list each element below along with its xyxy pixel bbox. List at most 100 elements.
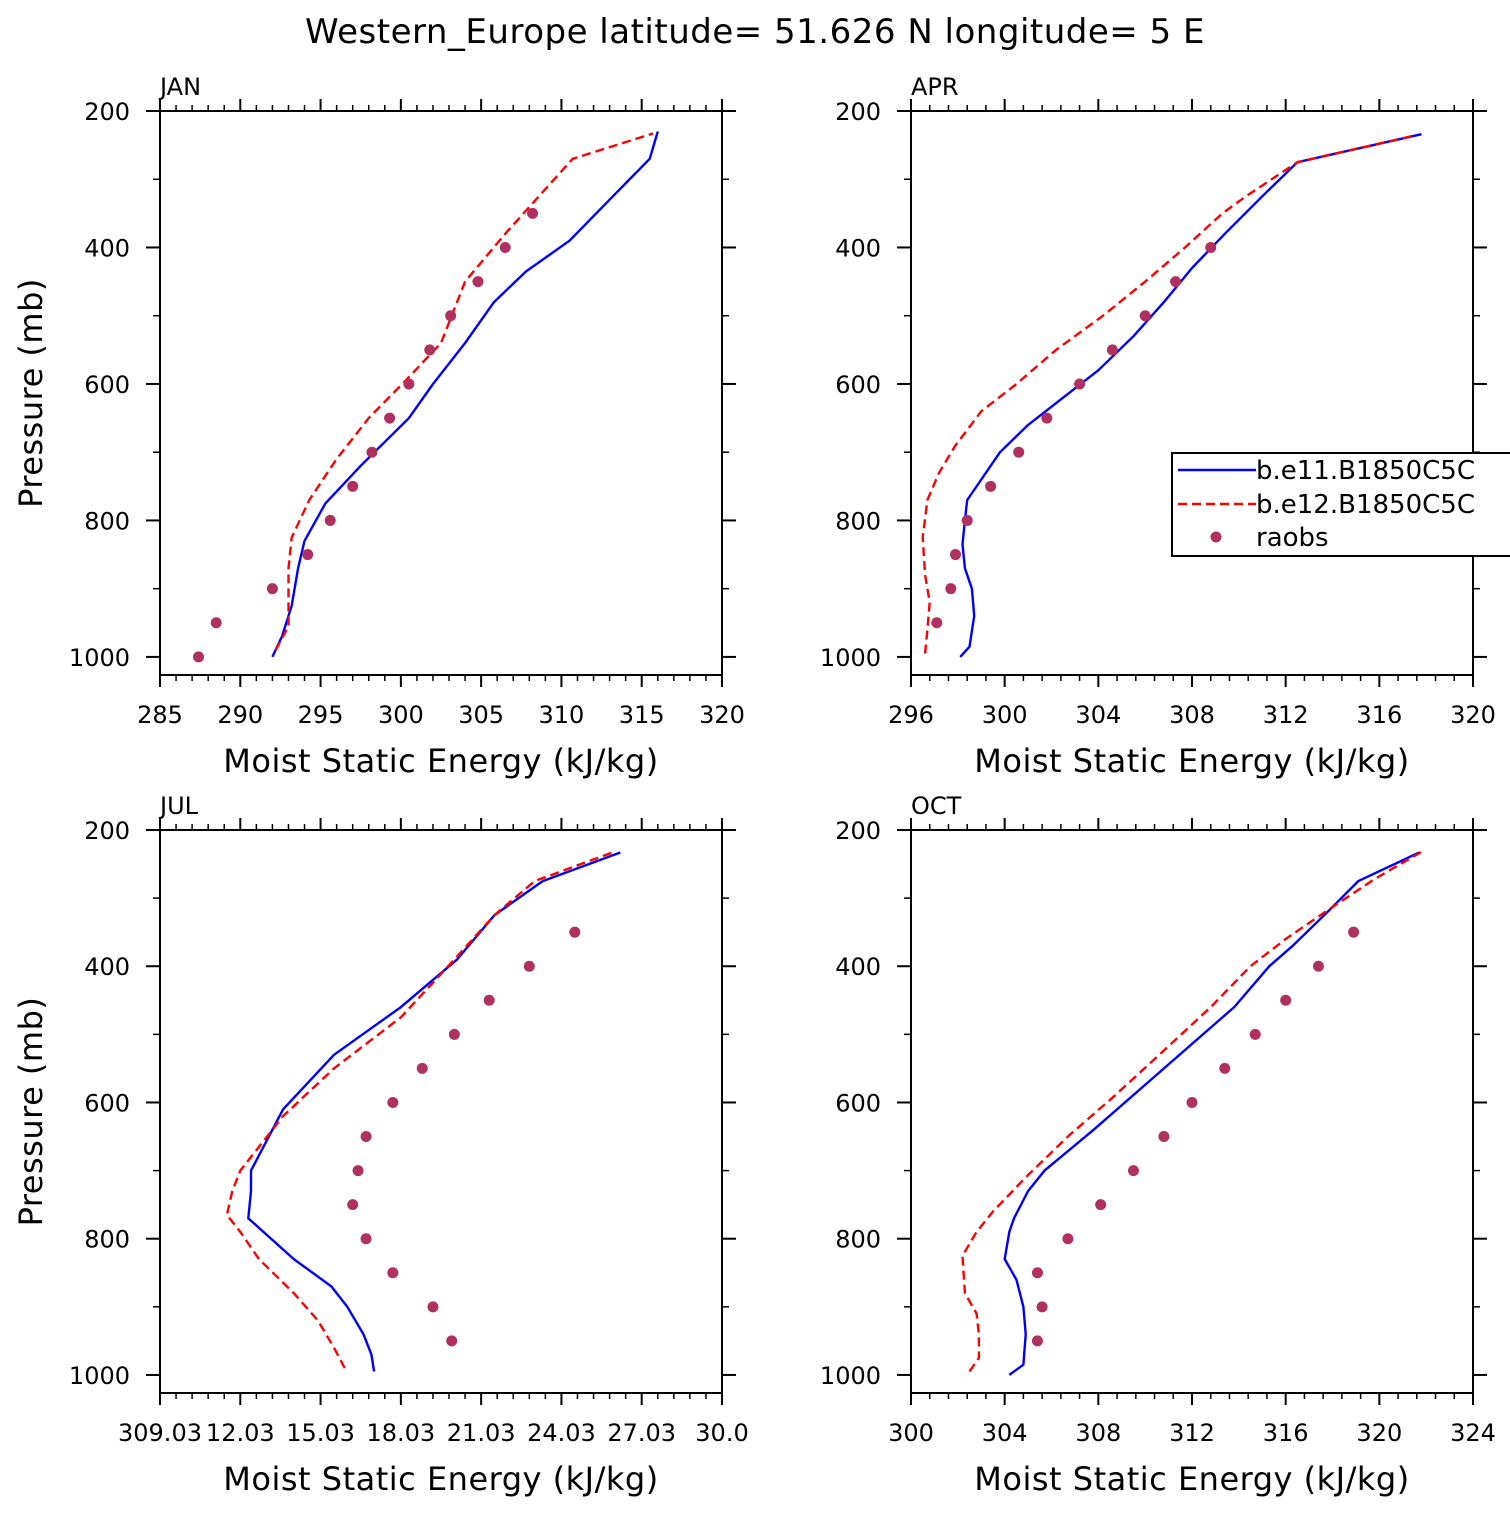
raobs-point <box>427 1301 439 1313</box>
x-tick-label: 296 <box>888 701 934 729</box>
raobs-point <box>352 1165 364 1177</box>
y-tick-label: 800 <box>84 1226 130 1254</box>
series-line-b-e12 <box>921 134 1415 654</box>
panel-label: JUL <box>158 792 199 820</box>
series-line-b-e12 <box>274 132 654 651</box>
x-tick-label: 320 <box>699 701 745 729</box>
y-axis-label: Pressure (mb) <box>12 278 50 508</box>
raobs-point <box>1219 1062 1231 1074</box>
raobs-point <box>523 960 535 972</box>
x-tick-label: 320 <box>1356 1419 1402 1447</box>
raobs-point <box>210 617 222 629</box>
raobs-point <box>302 549 314 561</box>
raobs-point <box>445 310 457 322</box>
x-tick-label: 300 <box>378 701 424 729</box>
raobs-point <box>1139 310 1151 322</box>
y-tick-label: 600 <box>835 371 881 399</box>
x-tick-label: 24.03 <box>527 1419 596 1447</box>
plot-frame <box>159 110 723 676</box>
raobs-point <box>1127 1165 1139 1177</box>
y-tick-label: 400 <box>835 953 881 981</box>
panel-label: OCT <box>911 792 962 820</box>
x-tick-label: 30.0 <box>695 1419 748 1447</box>
raobs-point <box>387 1096 399 1108</box>
x-tick-label: 310 <box>539 701 585 729</box>
x-tick-label: 21.03 <box>447 1419 516 1447</box>
raobs-point <box>403 378 415 390</box>
raobs-point <box>483 994 495 1006</box>
y-tick-label: 1000 <box>69 644 130 672</box>
x-tick-label: 285 <box>137 701 183 729</box>
raobs-point <box>945 583 957 595</box>
raobs-point <box>1158 1131 1170 1143</box>
raobs-point <box>324 514 336 526</box>
series-line-b-e12 <box>225 851 613 1369</box>
x-tick-label: 304 <box>1075 701 1121 729</box>
x-tick-label: 308 <box>1075 1419 1121 1447</box>
y-axis-label: Pressure (mb) <box>12 997 50 1227</box>
raobs-point <box>446 1335 458 1347</box>
x-tick-label: 305 <box>458 701 504 729</box>
raobs-point <box>366 446 378 458</box>
y-tick-label: 400 <box>835 234 881 262</box>
x-tick-label: 300 <box>982 701 1028 729</box>
x-tick-label: 309.03 <box>118 1419 202 1447</box>
plot-frame <box>910 110 1474 676</box>
y-tick-label: 1000 <box>69 1362 130 1390</box>
raobs-point <box>1312 960 1324 972</box>
raobs-point <box>1013 446 1025 458</box>
series-line-b-e11 <box>247 851 621 1372</box>
series-line-b-e12 <box>961 850 1423 1373</box>
legend-label: b.e12.B1850C5C <box>1256 490 1475 520</box>
y-tick-label: 1000 <box>820 644 881 672</box>
panel-jul: JUL 309.03 12.03 15.03 18.03 21.03 24.03 27.03 3… <box>12 792 749 1498</box>
chart-title: Western_Europe latitude= 51.626 N longit… <box>305 12 1205 52</box>
raobs-point <box>1036 1301 1048 1313</box>
x-tick-label: 295 <box>298 701 344 729</box>
y-tick-label: 400 <box>84 953 130 981</box>
raobs-point <box>384 412 396 424</box>
raobs-point <box>1074 378 1086 390</box>
raobs-point <box>347 1199 359 1211</box>
raobs-point <box>499 241 511 253</box>
x-tick-label: 304 <box>982 1419 1028 1447</box>
raobs-point <box>193 651 205 663</box>
raobs-point <box>424 344 436 356</box>
series-line-b-e11 <box>271 131 659 658</box>
x-tick-label: 300 <box>888 1419 934 1447</box>
raobs-point <box>1348 926 1360 938</box>
panel-oct: OCT 300 304 308 312 316 320 324 200 400 600 800 1000… <box>820 792 1496 1498</box>
x-axis-label: Moist Static Energy (kJ/kg) <box>223 1460 658 1498</box>
y-tick-label: 1000 <box>820 1362 881 1390</box>
x-tick-label: 308 <box>1169 701 1215 729</box>
panel-label: JAN <box>158 73 201 101</box>
raobs-point <box>931 617 943 629</box>
x-tick-label: 12.03 <box>206 1419 275 1447</box>
raobs-point <box>266 583 278 595</box>
panel-label: APR <box>911 73 959 101</box>
raobs-point <box>1249 1028 1261 1040</box>
raobs-point <box>387 1267 399 1279</box>
x-tick-label: 18.03 <box>366 1419 435 1447</box>
panels: JAN 285 290 295 300 305 310 315 320 200 400 600 800 1… <box>12 73 1510 1498</box>
raobs-point <box>1106 344 1118 356</box>
raobs-point <box>985 480 997 492</box>
raobs-point <box>1062 1233 1074 1245</box>
x-axis-label: Moist Static Energy (kJ/kg) <box>974 742 1409 780</box>
y-tick-label: 200 <box>84 98 130 126</box>
x-axis-label: Moist Static Energy (kJ/kg) <box>974 1460 1409 1498</box>
raobs-point <box>569 926 581 938</box>
legend-marker-raobs <box>1210 531 1222 543</box>
y-tick-label: 600 <box>84 1089 130 1117</box>
x-tick-label: 312 <box>1263 701 1309 729</box>
raobs-point <box>961 514 973 526</box>
legend-label: b.e11.B1850C5C <box>1256 456 1475 486</box>
x-tick-label: 316 <box>1263 1419 1309 1447</box>
panel-jan: JAN 285 290 295 300 305 310 315 320 200 400 600 800 1… <box>12 73 745 780</box>
raobs-point <box>1031 1267 1043 1279</box>
x-tick-label: 320 <box>1450 701 1496 729</box>
y-tick-label: 400 <box>84 234 130 262</box>
x-tick-label: 312 <box>1169 1419 1215 1447</box>
x-tick-label: 15.03 <box>286 1419 355 1447</box>
legend-label: raobs <box>1256 523 1329 553</box>
